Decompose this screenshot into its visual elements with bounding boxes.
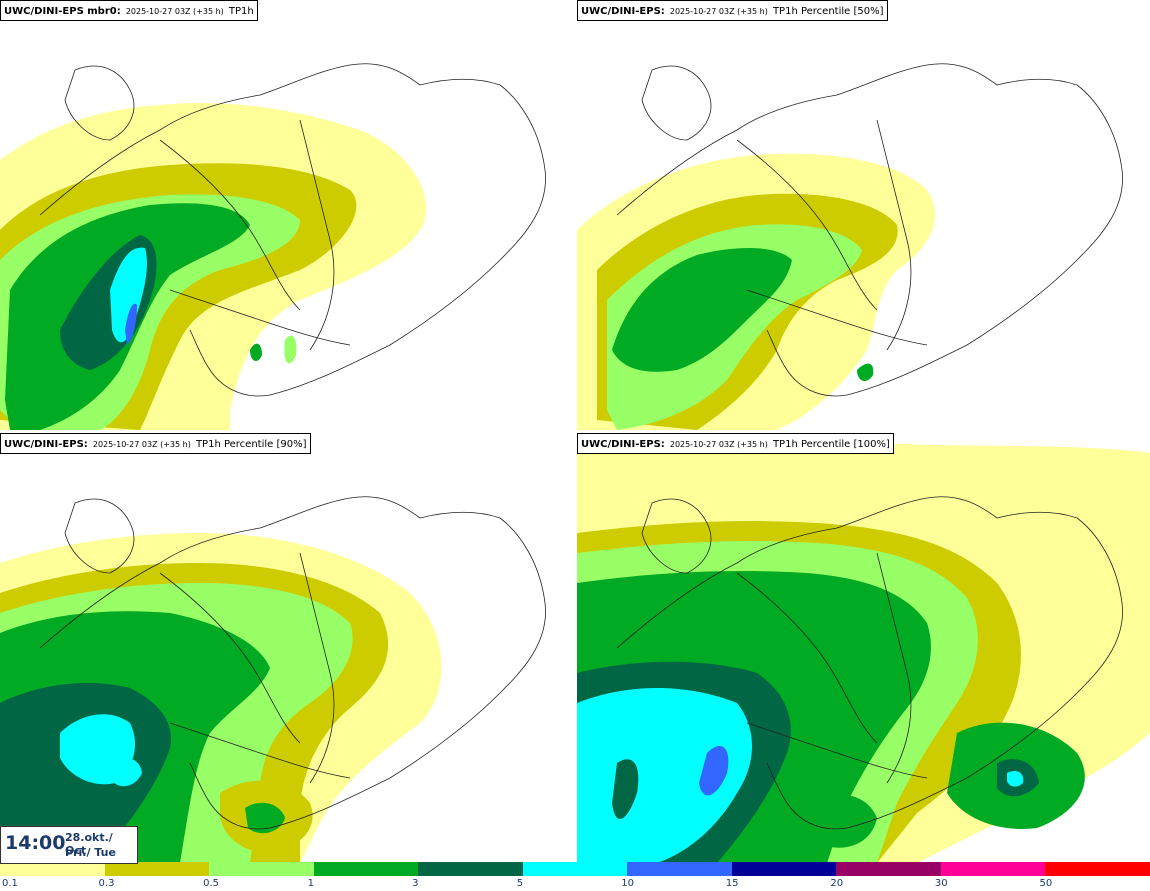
field-name: TP1h — [228, 6, 254, 17]
panel-divider — [573, 0, 577, 862]
precip-map — [0, 63, 546, 430]
legend-label: 0.1 — [2, 878, 18, 889]
legend-swatch — [522, 862, 628, 876]
legend-label: 1 — [307, 878, 314, 889]
map-panel-p100: UWC/DINI-EPS: 2025-10-27 03Z (+35 h) TP1… — [577, 433, 1150, 863]
legend-swatch — [627, 862, 732, 876]
legend-swatch — [1045, 862, 1150, 876]
map-panel-p90: UWC/DINI-EPS: 2025-10-27 03Z (+35 h) TP1… — [0, 433, 573, 863]
panel-header: UWC/DINI-EPS: 2025-10-27 03Z (+35 h) TP1… — [0, 433, 311, 454]
model-name: UWC/DINI-EPS — [581, 439, 661, 450]
legend-swatch — [731, 862, 837, 876]
legend-swatch — [836, 862, 941, 876]
legend-swatch — [0, 862, 105, 876]
panel-header: UWC/DINI-EPS mbr0: 2025-10-27 03Z (+35 h… — [0, 0, 258, 21]
run-time: 2025-10-27 03Z (+35 h) — [669, 440, 768, 449]
field-name: TP1h Percentile [100%] — [772, 439, 890, 450]
legend-swatch — [418, 862, 523, 876]
model-name: UWC/DINI-EPS — [4, 439, 84, 450]
legend-swatch — [313, 862, 419, 876]
valid-time: 14:00 — [5, 832, 66, 854]
legend-swatch — [940, 862, 1046, 876]
legend-label: 0.5 — [203, 878, 219, 889]
field-name: TP1h Percentile [50%] — [772, 6, 884, 17]
run-time: 2025-10-27 03Z (+35 h) — [92, 440, 191, 449]
model-name: UWC/DINI-EPS — [581, 6, 661, 17]
valid-weekday: Þri./ Tue — [65, 846, 116, 859]
precip-map — [577, 441, 1150, 863]
panel-header: UWC/DINI-EPS: 2025-10-27 03Z (+35 h) TP1… — [577, 0, 888, 21]
panel-header: UWC/DINI-EPS: 2025-10-27 03Z (+35 h) TP1… — [577, 433, 894, 454]
run-time: 2025-10-27 03Z (+35 h) — [669, 7, 768, 16]
run-time: 2025-10-27 03Z (+35 h) — [125, 7, 224, 16]
map-panel-p50: UWC/DINI-EPS: 2025-10-27 03Z (+35 h) TP1… — [577, 0, 1150, 430]
map-panel-mbr0: UWC/DINI-EPS mbr0: 2025-10-27 03Z (+35 h… — [0, 0, 573, 430]
legend-label: 50 — [1039, 878, 1053, 889]
legend-label: 3 — [412, 878, 419, 889]
legend-swatch — [209, 862, 314, 876]
field-name: TP1h Percentile [90%] — [195, 439, 307, 450]
legend-label: 10 — [621, 878, 634, 889]
legend-label: 20 — [830, 878, 844, 889]
legend-swatch — [104, 862, 210, 876]
legend-label: 0.3 — [98, 878, 115, 889]
precip-map — [0, 496, 546, 863]
valid-time-box: 14:00 28.okt./ Oct Þri./ Tue — [0, 826, 138, 864]
legend-label: 30 — [934, 878, 948, 889]
valid-date: 28.okt./ Oct — [65, 831, 113, 857]
legend-label: 15 — [725, 878, 739, 889]
precip-legend: 0.1 0.3 0.5 1 3 5 10 15 20 30 50 — [0, 862, 1150, 891]
legend-colorbar — [0, 862, 1150, 876]
model-name: UWC/DINI-EPS mbr0 — [4, 6, 117, 17]
legend-label: 5 — [516, 878, 524, 889]
precip-map — [577, 63, 1123, 430]
